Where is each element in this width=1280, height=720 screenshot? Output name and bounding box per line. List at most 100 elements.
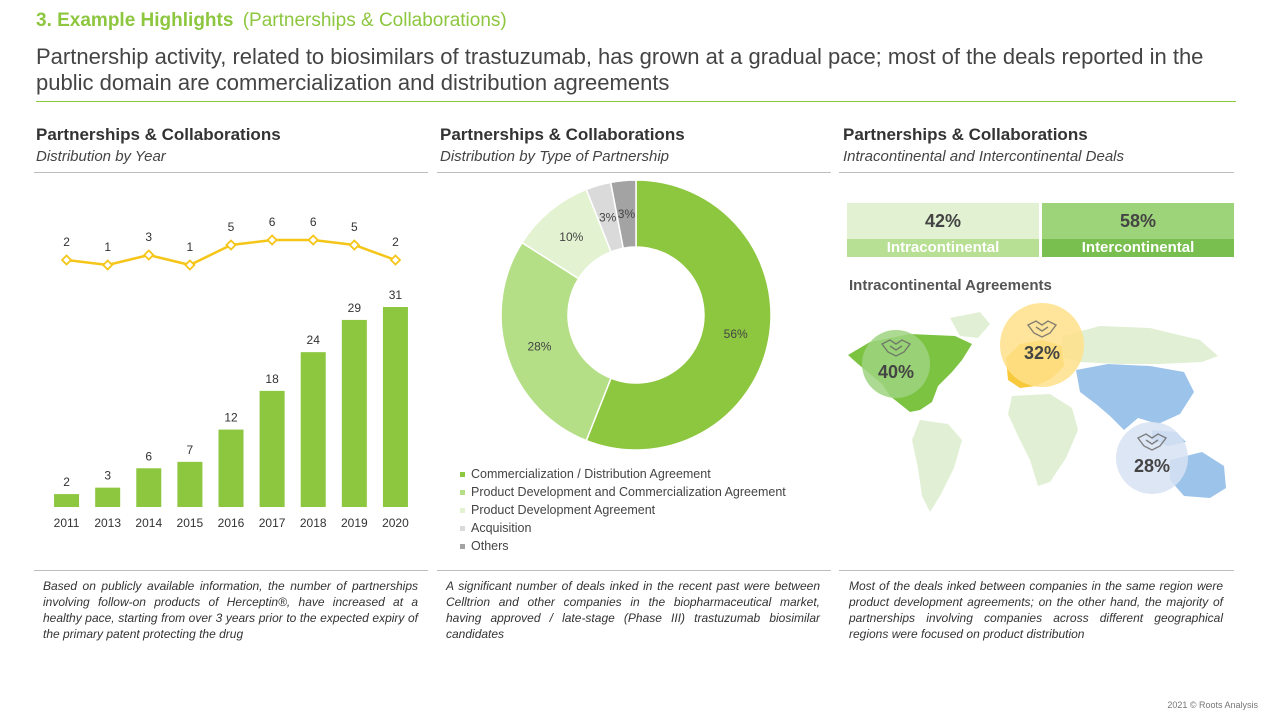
panel-title: Partnerships & Collaborations (843, 125, 1088, 144)
legend-item: Acquisition (460, 519, 830, 537)
map-title: Intracontinental Agreements (849, 277, 1052, 294)
panel-deals-header: Partnerships & Collaborations Intraconti… (843, 125, 1233, 165)
section-heading: 3. Example Highlights (Partnerships & Co… (36, 10, 507, 32)
slice-value-label: 56% (724, 327, 748, 341)
slice-value-label: 3% (599, 211, 617, 225)
x-tick-label: 2018 (300, 516, 327, 530)
panel-year-header: Partnerships & Collaborations Distributi… (36, 125, 416, 165)
slice-value-label: 28% (527, 339, 551, 353)
north-asia-shape (1062, 326, 1218, 364)
legend-swatch (460, 543, 465, 549)
line-value-label: 2 (392, 235, 399, 249)
region-pct-label: 40% (878, 362, 914, 382)
year-bar-line-chart: 2201132013620147201512201618201724201829… (54, 215, 409, 530)
partnership-type-donut-chart: 56% 28% 10% 3% 3% (500, 179, 772, 451)
intracontinental-pct: 42% (847, 203, 1039, 239)
line-value-label: 6 (269, 215, 276, 229)
bar (259, 390, 285, 507)
handshake-icon (880, 339, 912, 357)
x-tick-label: 2019 (341, 516, 368, 530)
bar-value-label: 3 (104, 469, 111, 483)
legend-label: Others (471, 539, 509, 553)
bar (382, 307, 408, 507)
headline-divider (36, 101, 1236, 102)
intercontinental-label: Intercontinental (1042, 239, 1234, 257)
line-point (348, 239, 361, 251)
bar-value-label: 6 (145, 449, 152, 463)
line-point (60, 254, 73, 266)
line-point (266, 234, 278, 246)
copyright: 2021 © Roots Analysis (1167, 700, 1258, 710)
intracontinental-label: Intracontinental (847, 239, 1039, 257)
bar-value-label: 24 (307, 333, 321, 347)
line-value-label: 3 (145, 230, 152, 244)
line-value-label: 1 (187, 240, 194, 254)
legend-swatch (460, 507, 465, 513)
africa-shape (1008, 394, 1078, 486)
handshake-icon (1026, 320, 1058, 338)
region-bubble (862, 330, 930, 398)
bar (341, 319, 367, 507)
panel-divider (34, 172, 428, 173)
panel-subtitle: Distribution by Type of Partnership (440, 148, 669, 165)
panel-subtitle: Intracontinental and Intercontinental De… (843, 148, 1125, 165)
bar (177, 461, 203, 507)
x-tick-label: 2020 (382, 516, 409, 530)
legend-swatch (460, 489, 465, 495)
panel-type-header: Partnerships & Collaborations Distributi… (440, 125, 820, 165)
panel-note: Based on publicly available information,… (43, 579, 418, 641)
bar-value-label: 29 (348, 301, 362, 315)
region-pct-label: 28% (1134, 456, 1170, 476)
line-value-label: 2 (63, 235, 70, 249)
note-divider (839, 570, 1234, 571)
x-tick-label: 2014 (135, 516, 162, 530)
panel-title: Partnerships & Collaborations (36, 125, 281, 144)
x-tick-label: 2015 (177, 516, 204, 530)
legend-label: Product Development Agreement (471, 503, 656, 517)
intercontinental-box: 58% Intercontinental (1042, 203, 1234, 257)
legend-swatch (460, 471, 465, 477)
line-point (101, 259, 114, 271)
bar (95, 487, 121, 507)
donut-slice (585, 179, 772, 451)
legend-label: Product Development and Commercializatio… (471, 485, 786, 499)
legend-label: Acquisition (471, 521, 532, 535)
note-divider (34, 570, 428, 571)
donut-legend: Commercialization / Distribution Agreeme… (460, 465, 830, 555)
slice-value-label: 3% (618, 207, 636, 221)
legend-label: Commercialization / Distribution Agreeme… (471, 467, 711, 481)
intracontinental-box: 42% Intracontinental (847, 203, 1039, 257)
note-divider (437, 570, 831, 571)
legend-item: Product Development Agreement (460, 501, 830, 519)
line-point (307, 234, 319, 246)
panel-title: Partnerships & Collaborations (440, 125, 685, 144)
panel-divider (839, 172, 1234, 173)
x-tick-label: 2017 (259, 516, 286, 530)
region-bubble (1000, 303, 1084, 387)
section-topic: (Partnerships & Collaborations) (242, 10, 507, 31)
world-map: 40% 32% 28% (848, 303, 1226, 512)
bar (218, 429, 244, 507)
bar (54, 494, 80, 507)
donut-slice (500, 241, 612, 442)
asia-shape (1076, 364, 1194, 430)
x-tick-label: 2016 (218, 516, 245, 530)
bar-value-label: 31 (389, 288, 403, 302)
bar (300, 352, 326, 507)
page-headline: Partnership activity, related to biosimi… (36, 44, 1204, 95)
bar-value-label: 18 (265, 372, 279, 386)
handshake-icon (1136, 433, 1168, 451)
panel-note: A significant number of deals inked in t… (446, 579, 820, 641)
bar-value-label: 12 (224, 411, 238, 425)
x-tick-label: 2011 (54, 516, 80, 530)
line-point (225, 239, 237, 251)
line-value-label: 1 (104, 240, 111, 254)
panel-note: Most of the deals inked between companie… (849, 579, 1223, 641)
line-point (184, 259, 196, 271)
line-point (143, 249, 155, 261)
line-value-label: 5 (228, 220, 235, 234)
legend-item: Others (460, 537, 830, 555)
donut-slice (609, 179, 637, 250)
deal-split: 42% Intracontinental 58% Intercontinenta… (847, 203, 1235, 257)
section-number: 3. Example Highlights (36, 10, 234, 31)
